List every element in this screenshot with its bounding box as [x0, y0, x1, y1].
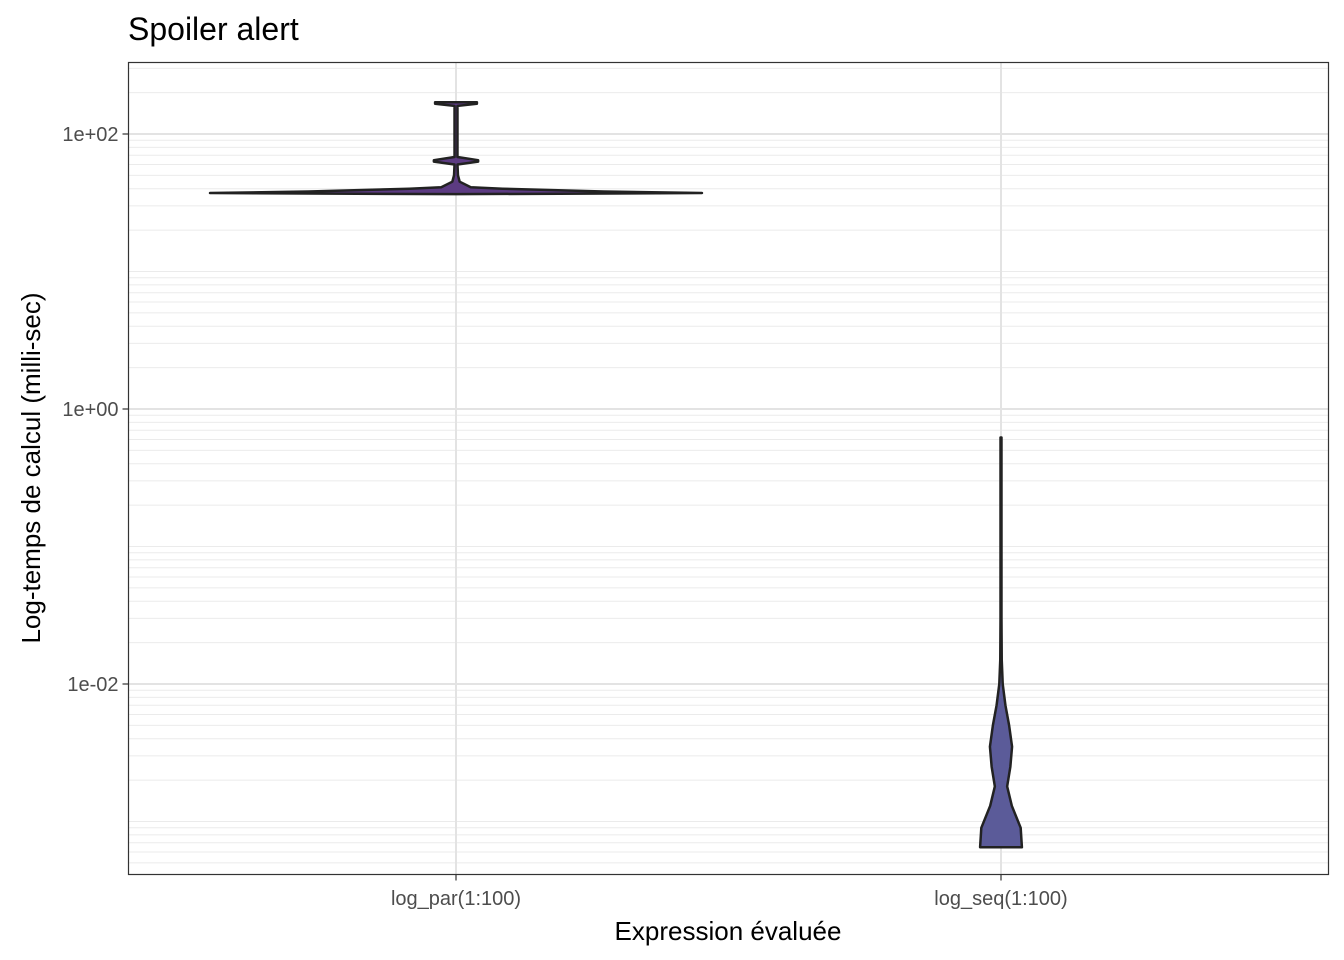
minor-gridlines [128, 67, 1329, 864]
x-axis: log_par(1:100) log_seq(1:100) [391, 874, 1068, 910]
y-tick-label: 1e+00 [62, 399, 118, 421]
y-tick-label: 1e+02 [62, 124, 118, 146]
y-axis-title: Log-temps de calcul (milli-sec) [16, 292, 46, 643]
violin-log_par(1:100) [208, 101, 704, 196]
x-tick-label: log_seq(1:100) [934, 888, 1067, 910]
panel-border [127, 61, 1330, 876]
x-axis-title: Expression évaluée [615, 916, 842, 946]
chart-title: Spoiler alert [128, 11, 299, 47]
violins [208, 101, 1024, 849]
y-tick-label: 1e-02 [67, 674, 118, 696]
y-axis: 1e-02 1e+00 1e+02 [62, 124, 129, 696]
violin-log_seq(1:100) [978, 436, 1024, 849]
major-gridlines [128, 62, 1329, 875]
x-tick-label: log_par(1:100) [391, 888, 521, 910]
